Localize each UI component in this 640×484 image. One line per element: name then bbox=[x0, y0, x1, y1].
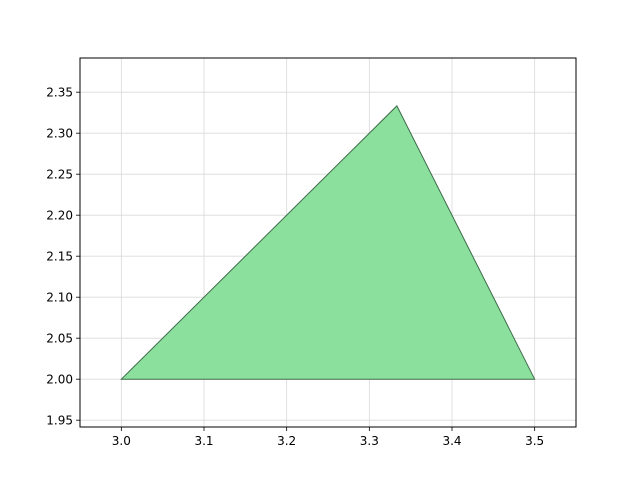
y-tick-label: 2.10 bbox=[46, 291, 73, 305]
x-tick-label: 3.3 bbox=[360, 434, 379, 448]
x-tick-label: 3.0 bbox=[112, 434, 131, 448]
axes-frame bbox=[79, 57, 577, 428]
x-tick-label: 3.1 bbox=[194, 434, 213, 448]
y-tick-label: 2.00 bbox=[46, 373, 73, 387]
data-layer bbox=[120, 105, 536, 380]
y-tick-label: 2.05 bbox=[46, 332, 73, 346]
x-tick-label: 3.2 bbox=[277, 434, 296, 448]
x-tick-label: 3.5 bbox=[525, 434, 544, 448]
x-axis: 3.0 3.1 3.2 3.3 3.4 3.5 bbox=[112, 427, 544, 448]
triangle-area bbox=[120, 105, 536, 380]
x-tick-label: 3.4 bbox=[442, 434, 461, 448]
y-tick-label: 1.95 bbox=[46, 414, 73, 428]
y-tick-label: 2.20 bbox=[46, 209, 73, 223]
y-tick-label: 2.15 bbox=[46, 250, 73, 264]
y-tick-label: 2.35 bbox=[46, 86, 73, 100]
y-tick-label: 2.30 bbox=[46, 127, 73, 141]
y-axis: 1.95 2.00 2.05 2.10 2.15 2.20 2.25 2.30 2.35 bbox=[46, 86, 80, 428]
y-tick-label: 2.25 bbox=[46, 168, 73, 182]
